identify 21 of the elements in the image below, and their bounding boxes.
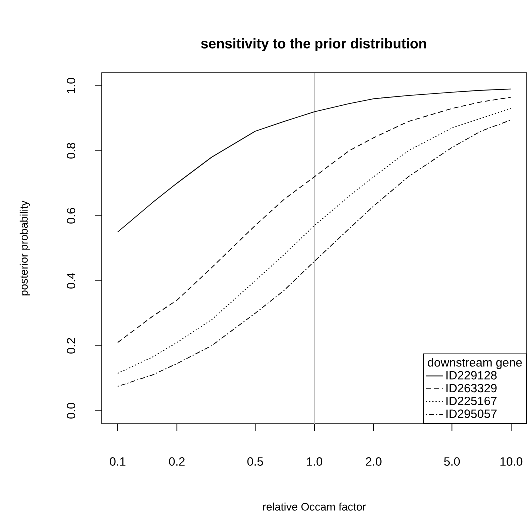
x-tick-label: 5.0 (444, 458, 460, 466)
x-tick-label: 0.1 (110, 458, 126, 466)
y-tick-label: 0.8 (67, 143, 76, 159)
legend-label: ID229128 (446, 371, 497, 380)
y-tick-label: 0.2 (67, 338, 76, 354)
x-axis-title: relative Occam factor (263, 502, 366, 511)
y-tick-label: 0.0 (67, 403, 76, 419)
x-tick-label: 0.5 (248, 458, 264, 466)
legend-label: ID263329 (446, 384, 497, 393)
legend-label: ID295057 (446, 410, 497, 418)
legend-title: downstream gene (428, 358, 522, 370)
x-tick-label: 10.0 (500, 458, 523, 466)
x-tick-label: 0.2 (169, 458, 185, 466)
x-tick-label: 1.0 (307, 458, 323, 466)
chart-title: sensitivity to the prior distribution (201, 38, 426, 52)
y-tick-label: 1.0 (67, 78, 76, 94)
y-axis-title: posterior probability (20, 200, 30, 296)
legend-label: ID225167 (446, 396, 497, 406)
y-tick-label: 0.4 (67, 273, 76, 289)
y-tick-label: 0.6 (67, 208, 76, 224)
x-tick-label: 2.0 (366, 458, 382, 466)
